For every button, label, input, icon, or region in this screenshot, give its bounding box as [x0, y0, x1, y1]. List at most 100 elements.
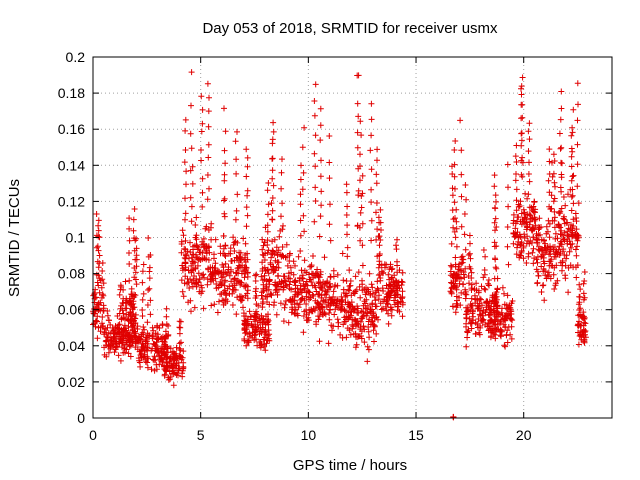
data-point	[222, 128, 229, 135]
data-point	[581, 314, 588, 321]
data-point	[572, 246, 579, 253]
data-point	[543, 275, 550, 282]
data-point	[317, 137, 324, 144]
data-point	[525, 171, 532, 177]
data-point	[340, 277, 347, 284]
data-point	[140, 290, 147, 297]
data-point	[102, 326, 108, 333]
data-point	[570, 106, 577, 113]
data-point	[132, 276, 139, 283]
data-point	[188, 218, 195, 225]
data-point	[366, 334, 373, 341]
data-point	[491, 293, 498, 300]
data-point	[144, 338, 150, 345]
data-point	[327, 237, 334, 244]
data-point	[258, 340, 265, 347]
data-point	[127, 353, 134, 360]
data-point	[100, 280, 107, 287]
data-point	[176, 345, 183, 352]
data-point	[508, 316, 515, 323]
data-point	[466, 250, 473, 257]
data-point	[291, 297, 298, 304]
data-point	[221, 282, 228, 289]
data-point	[368, 217, 375, 224]
data-point	[181, 254, 188, 261]
data-point	[568, 231, 575, 238]
data-point	[474, 321, 481, 327]
data-point	[263, 283, 270, 290]
data-point	[242, 240, 249, 247]
data-point	[320, 311, 327, 318]
data-point	[469, 281, 475, 288]
data-point	[126, 237, 133, 244]
data-point	[394, 258, 400, 265]
data-point	[143, 334, 150, 341]
data-point	[562, 275, 569, 282]
data-point	[466, 232, 473, 239]
data-point	[271, 236, 278, 243]
data-point	[469, 307, 476, 314]
y-tick-label: 0.2	[66, 49, 86, 65]
data-point	[176, 340, 183, 347]
data-point	[551, 264, 558, 271]
data-point	[552, 251, 559, 258]
data-point	[300, 329, 307, 336]
data-point	[147, 311, 154, 318]
data-point	[492, 192, 499, 199]
data-point	[110, 333, 117, 340]
data-point	[264, 237, 271, 244]
data-point	[206, 94, 212, 101]
data-point	[521, 214, 528, 221]
data-point	[541, 297, 548, 304]
data-point	[146, 285, 153, 292]
data-point	[244, 287, 251, 294]
data-point	[120, 332, 127, 339]
data-point	[349, 325, 356, 332]
data-point	[526, 159, 532, 166]
data-point	[451, 147, 458, 153]
data-point	[463, 311, 469, 318]
data-point	[236, 278, 243, 285]
data-point	[180, 293, 187, 300]
data-point	[117, 282, 124, 289]
data-point	[308, 263, 315, 270]
data-point	[317, 105, 324, 112]
data-point	[144, 344, 151, 351]
data-point	[467, 265, 474, 272]
data-point	[132, 330, 139, 337]
data-point	[355, 113, 362, 120]
data-point	[575, 341, 582, 348]
data-point	[198, 284, 205, 291]
data-point	[221, 171, 228, 178]
data-point	[283, 283, 290, 290]
data-point	[182, 147, 189, 153]
data-point	[303, 317, 310, 324]
data-point	[269, 195, 276, 201]
data-point	[376, 219, 383, 226]
data-point	[326, 310, 333, 316]
data-point	[493, 314, 500, 320]
data-point	[324, 278, 331, 285]
data-point	[167, 345, 174, 352]
data-point	[367, 147, 374, 154]
data-point	[115, 352, 122, 359]
data-point	[530, 208, 537, 215]
data-point	[453, 304, 460, 311]
data-point	[297, 191, 304, 198]
data-point	[340, 321, 347, 328]
data-point	[122, 349, 128, 356]
data-point	[355, 310, 362, 316]
data-point	[190, 243, 196, 250]
data-point	[130, 298, 137, 305]
data-point	[316, 284, 323, 291]
data-point	[458, 147, 465, 154]
data-point	[546, 220, 553, 227]
data-point	[530, 245, 537, 252]
data-point	[364, 343, 371, 350]
data-point	[239, 268, 246, 274]
data-point	[550, 271, 557, 278]
data-point	[145, 287, 152, 293]
axis-ticks: 0 0.02 0.04 0.06 0.08 0.1 0.12 0.14 0.16 0.18 0.2 0…	[58, 49, 612, 443]
data-point	[448, 240, 455, 247]
data-point	[550, 198, 557, 205]
